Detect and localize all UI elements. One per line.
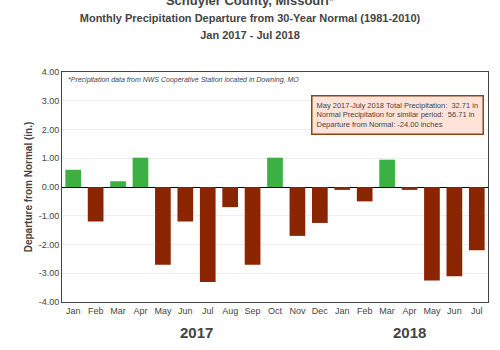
svg-text:Feb: Feb: [88, 306, 104, 316]
svg-text:Schuyler County, Missouri*Mont: Schuyler County, Missouri*Monthly Precip…: [80, 0, 421, 41]
svg-text:Apr: Apr: [133, 306, 147, 316]
svg-text:2017: 2017: [180, 324, 213, 341]
svg-text:1.00: 1.00: [42, 153, 60, 163]
svg-text:Jun: Jun: [178, 306, 193, 316]
svg-text:Aug: Aug: [222, 306, 238, 316]
svg-text:Jun: Jun: [447, 306, 462, 316]
svg-text:2.00: 2.00: [42, 125, 60, 135]
svg-text:-1.00: -1.00: [39, 211, 60, 221]
svg-text:-4.00: -4.00: [39, 297, 60, 307]
svg-text:Jul: Jul: [471, 306, 483, 316]
svg-text:Sep: Sep: [245, 306, 261, 316]
svg-text:May: May: [154, 306, 172, 316]
svg-text:4.00: 4.00: [42, 67, 60, 77]
svg-text:Dec: Dec: [312, 306, 329, 316]
svg-text:Mar: Mar: [110, 306, 126, 316]
svg-text:Oct: Oct: [268, 306, 283, 316]
svg-text:3.00: 3.00: [42, 96, 60, 106]
svg-text:-2.00: -2.00: [39, 240, 60, 250]
svg-text:Jan: Jan: [66, 306, 81, 316]
svg-text:2018: 2018: [393, 324, 426, 341]
svg-text:Mar: Mar: [379, 306, 395, 316]
svg-text:Jan: Jan: [335, 306, 350, 316]
svg-text:May: May: [423, 306, 441, 316]
svg-text:-3.00: -3.00: [39, 268, 60, 278]
svg-text:Nov: Nov: [289, 306, 306, 316]
svg-text:Apr: Apr: [403, 306, 417, 316]
svg-text:Feb: Feb: [357, 306, 373, 316]
svg-text:*Precipitation data from NWS C: *Precipitation data from NWS Cooperative…: [68, 76, 299, 84]
svg-text:Jul: Jul: [202, 306, 214, 316]
svg-text:Departure from Normal (in.): Departure from Normal (in.): [23, 122, 34, 253]
svg-text:May 2017-July 2018 Total Preci: May 2017-July 2018 Total Precipitation: …: [317, 101, 479, 130]
svg-text:0.00: 0.00: [42, 182, 60, 192]
